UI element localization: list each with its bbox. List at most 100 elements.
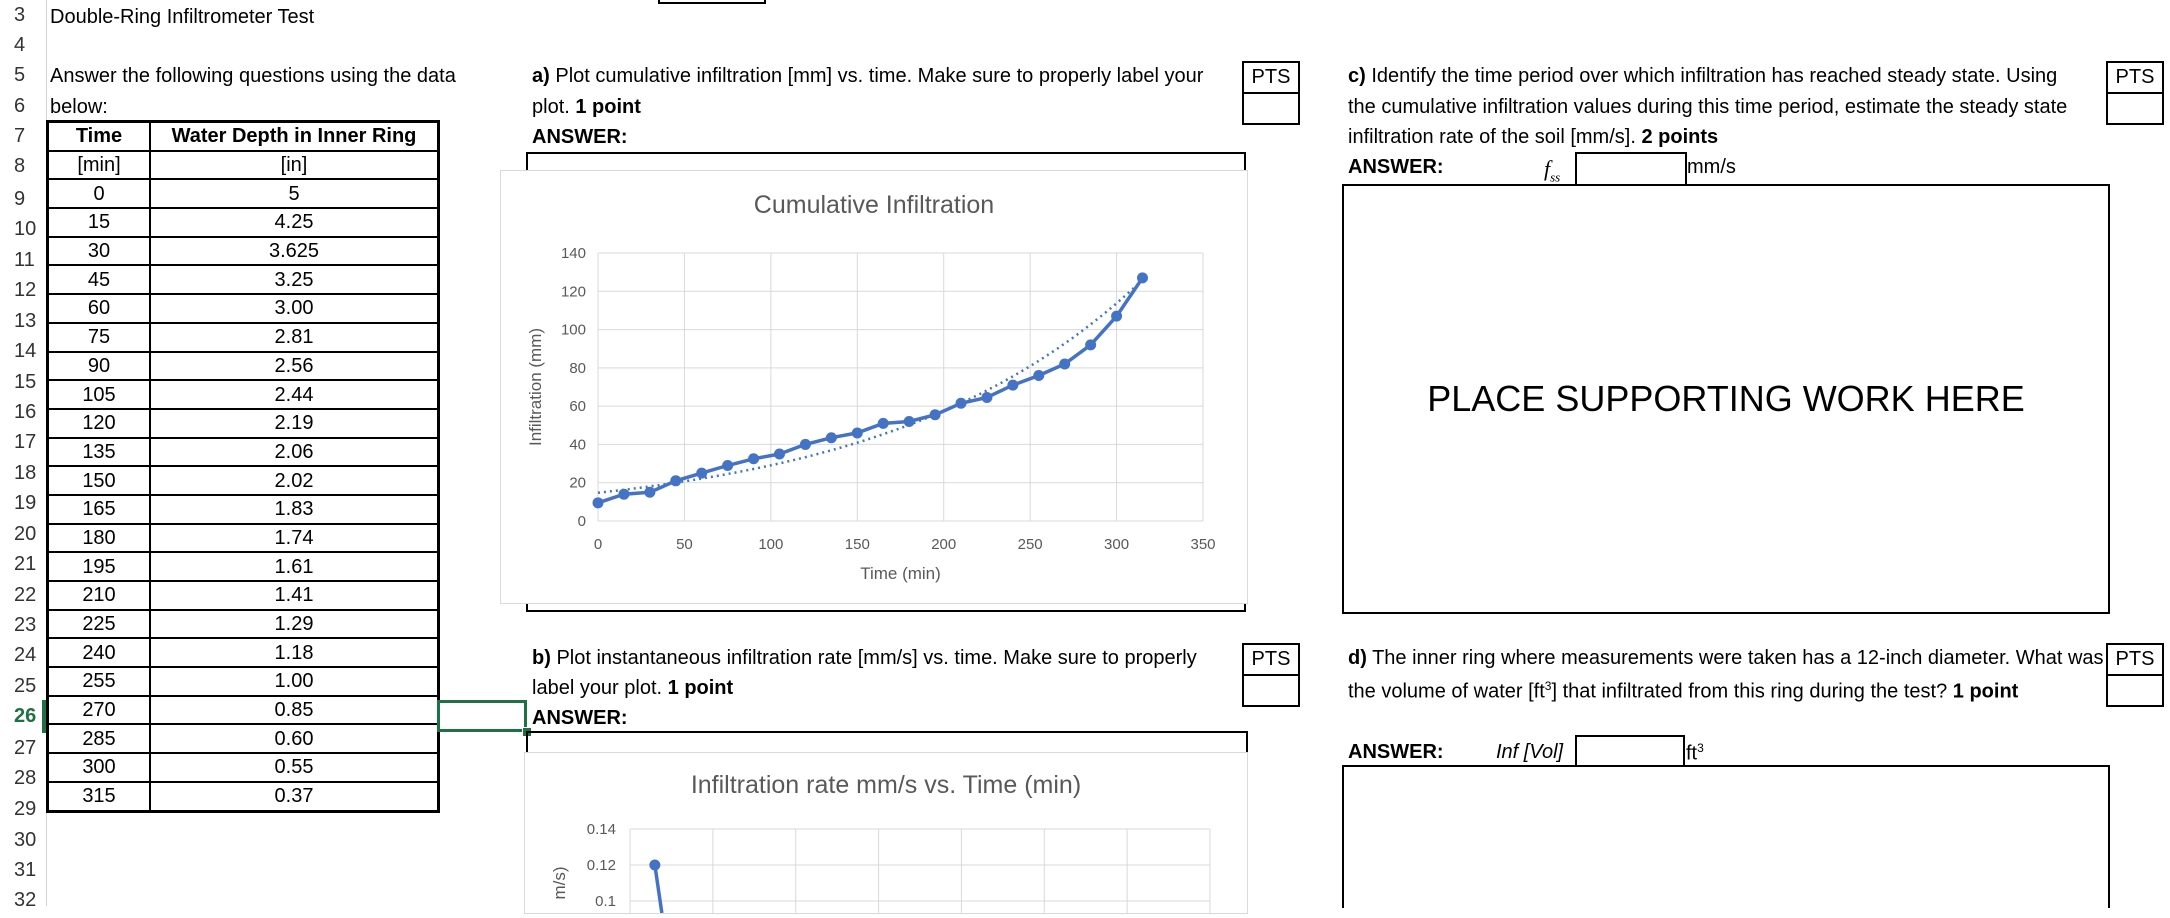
- time-cell[interactable]: 15: [46, 207, 151, 238]
- chart1-data-point: [1111, 310, 1123, 322]
- qc-variable: fss: [1544, 156, 1560, 185]
- units-depth[interactable]: [in]: [149, 149, 440, 181]
- row-header[interactable]: 22: [14, 584, 37, 606]
- row-header[interactable]: 28: [14, 767, 37, 789]
- selected-cell[interactable]: [437, 700, 527, 732]
- row-header[interactable]: 18: [14, 462, 37, 484]
- depth-cell[interactable]: 1.83: [149, 493, 440, 525]
- time-cell[interactable]: 165: [46, 493, 151, 525]
- time-cell[interactable]: 60: [46, 293, 151, 324]
- row-header[interactable]: 21: [14, 553, 37, 575]
- row-header[interactable]: 14: [14, 340, 37, 362]
- row-header[interactable]: 17: [14, 431, 37, 453]
- row-header[interactable]: 16: [14, 401, 37, 423]
- time-cell[interactable]: 210: [46, 580, 151, 611]
- qc-pts-input[interactable]: [2108, 94, 2162, 123]
- chart1-data-point: [877, 417, 889, 429]
- time-cell[interactable]: 90: [46, 350, 151, 382]
- depth-cell[interactable]: 3.25: [149, 264, 440, 296]
- cumulative-infiltration-chart[interactable]: Cumulative Infiltration 0 50 100 150 200 250 30…: [500, 170, 1248, 604]
- row-header[interactable]: 11: [14, 249, 35, 271]
- depth-cell[interactable]: 3.625: [149, 235, 440, 267]
- time-cell[interactable]: 0: [46, 178, 151, 210]
- time-cell[interactable]: 315: [46, 780, 151, 813]
- row-header[interactable]: 26: [14, 705, 37, 727]
- depth-cell[interactable]: 0.85: [149, 694, 440, 726]
- qb-line-1: b) Plot instantaneous infiltration rate …: [532, 647, 1197, 670]
- row-header[interactable]: 4: [14, 34, 26, 56]
- table-row: 180 1.74: [46, 522, 440, 554]
- time-cell[interactable]: 240: [46, 637, 151, 669]
- time-cell[interactable]: 30: [46, 235, 151, 267]
- time-cell[interactable]: 225: [46, 608, 151, 640]
- time-cell[interactable]: 285: [46, 723, 151, 755]
- depth-cell[interactable]: 2.02: [149, 465, 440, 496]
- depth-cell[interactable]: 2.06: [149, 436, 440, 468]
- chart1-data-point: [851, 427, 863, 439]
- row-header[interactable]: 31: [14, 859, 37, 881]
- depth-cell[interactable]: 1.41: [149, 580, 440, 611]
- qb-pts-input[interactable]: [1244, 676, 1298, 705]
- depth-cell[interactable]: 2.56: [149, 350, 440, 382]
- row-header[interactable]: 30: [14, 829, 37, 851]
- depth-cell[interactable]: 1.00: [149, 666, 440, 697]
- depth-cell[interactable]: 1.61: [149, 551, 440, 582]
- row-header[interactable]: 13: [14, 310, 37, 332]
- depth-cell[interactable]: 1.74: [149, 522, 440, 554]
- row-header[interactable]: 6: [14, 95, 26, 117]
- time-cell[interactable]: 180: [46, 522, 151, 554]
- qc-var: f: [1544, 156, 1551, 181]
- row-header[interactable]: 25: [14, 675, 37, 697]
- row-header[interactable]: 19: [14, 492, 37, 514]
- row-header[interactable]: 32: [14, 889, 37, 911]
- time-cell[interactable]: 120: [46, 407, 151, 439]
- row-header[interactable]: 23: [14, 614, 37, 636]
- chart1-data-point: [670, 475, 682, 487]
- qd-answer-input[interactable]: [1575, 735, 1685, 767]
- qd-work-box[interactable]: [1342, 765, 2110, 908]
- time-cell[interactable]: 105: [46, 379, 151, 410]
- header-time[interactable]: Time: [46, 120, 151, 152]
- depth-cell[interactable]: 0.55: [149, 752, 440, 783]
- header-water-depth[interactable]: Water Depth in Inner Ring: [149, 120, 440, 152]
- infiltration-rate-chart[interactable]: Infiltration rate mm/s vs. Time (min) 0.1…: [524, 752, 1248, 914]
- qc-answer-input[interactable]: [1575, 152, 1687, 186]
- time-cell[interactable]: 195: [46, 551, 151, 582]
- units-time[interactable]: [min]: [46, 149, 151, 181]
- row-header[interactable]: 10: [14, 218, 37, 240]
- time-cell[interactable]: 45: [46, 264, 151, 296]
- time-cell[interactable]: 150: [46, 465, 151, 496]
- table-row: 135 2.06: [46, 436, 440, 468]
- row-header[interactable]: 15: [14, 371, 37, 393]
- time-cell[interactable]: 75: [46, 321, 151, 353]
- depth-cell[interactable]: 2.19: [149, 407, 440, 439]
- row-header[interactable]: 24: [14, 644, 37, 666]
- row-header[interactable]: 7: [14, 125, 26, 147]
- depth-cell[interactable]: 2.81: [149, 321, 440, 353]
- depth-cell[interactable]: 1.29: [149, 608, 440, 640]
- row-header[interactable]: 9: [14, 188, 26, 210]
- time-cell[interactable]: 135: [46, 436, 151, 468]
- depth-cell[interactable]: 0.37: [149, 780, 440, 813]
- qd-pts-input[interactable]: [2108, 676, 2162, 705]
- depth-cell[interactable]: 1.18: [149, 637, 440, 669]
- top-cell-fragment: [658, 0, 766, 4]
- time-cell[interactable]: 270: [46, 694, 151, 726]
- depth-cell[interactable]: 2.44: [149, 379, 440, 410]
- row-header[interactable]: 29: [14, 798, 37, 820]
- row-header[interactable]: 3: [14, 4, 26, 26]
- row-header[interactable]: 5: [14, 64, 26, 86]
- depth-cell[interactable]: 0.60: [149, 723, 440, 755]
- qa-pts-input[interactable]: [1244, 94, 1298, 123]
- depth-cell[interactable]: 4.25: [149, 207, 440, 238]
- row-header[interactable]: 20: [14, 523, 37, 545]
- row-header[interactable]: 27: [14, 737, 37, 759]
- depth-cell[interactable]: 3.00: [149, 293, 440, 324]
- depth-cell[interactable]: 5: [149, 178, 440, 210]
- time-cell[interactable]: 300: [46, 752, 151, 783]
- qc-work-box[interactable]: PLACE SUPPORTING WORK HERE: [1342, 184, 2110, 614]
- qb-text-2: label your plot.: [532, 677, 663, 699]
- row-header[interactable]: 12: [14, 279, 37, 301]
- time-cell[interactable]: 255: [46, 666, 151, 697]
- row-header[interactable]: 8: [14, 155, 26, 177]
